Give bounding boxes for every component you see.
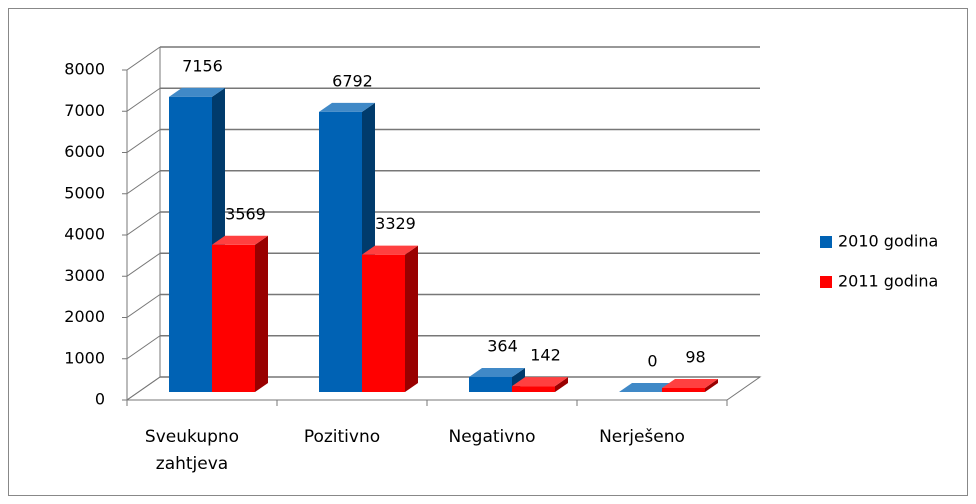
bar-front bbox=[169, 96, 212, 392]
bar-top bbox=[619, 383, 675, 392]
bar-front bbox=[212, 244, 255, 392]
value-label: 3329 bbox=[375, 214, 416, 233]
value-label: 364 bbox=[487, 336, 518, 355]
grid-side bbox=[126, 376, 161, 401]
y-tick-label: 4000 bbox=[64, 225, 105, 244]
grid-side bbox=[126, 335, 161, 360]
value-label: 142 bbox=[530, 346, 561, 365]
legend-label: 2010 godina bbox=[838, 232, 938, 251]
bar-top bbox=[169, 87, 225, 97]
bar-front bbox=[662, 387, 705, 392]
y-tick-label: 0 bbox=[95, 390, 105, 409]
legend-label: 2011 godina bbox=[838, 272, 938, 291]
y-tick-label: 3000 bbox=[64, 266, 105, 285]
y-tick-label: 6000 bbox=[64, 142, 105, 161]
x-tick-label: Nerješeno bbox=[599, 427, 685, 447]
bar-side bbox=[555, 377, 568, 392]
bar-top bbox=[662, 378, 718, 388]
y-tick-label: 7000 bbox=[64, 101, 105, 120]
value-label: 6792 bbox=[332, 71, 373, 90]
bar-side bbox=[705, 378, 718, 392]
grid-side bbox=[126, 87, 161, 112]
grid-side bbox=[126, 211, 161, 236]
x-tick-label: Sveukupno zahtjeva bbox=[144, 427, 240, 474]
grid-side bbox=[126, 252, 161, 277]
grid-side bbox=[126, 170, 161, 195]
x-tick-label: Pozitivno bbox=[303, 427, 381, 447]
value-label: 0 bbox=[647, 352, 657, 371]
y-tick-label: 5000 bbox=[64, 183, 105, 202]
grid-side bbox=[126, 294, 161, 318]
bar-top bbox=[469, 367, 525, 377]
bar-front bbox=[469, 376, 512, 392]
bar-side bbox=[255, 235, 268, 392]
value-label: 7156 bbox=[182, 56, 223, 75]
bar-top bbox=[362, 245, 418, 255]
y-tick-label: 2000 bbox=[64, 307, 105, 326]
bar-top bbox=[319, 102, 375, 112]
bar-top bbox=[512, 377, 568, 387]
x-tick-label: Negativno bbox=[448, 427, 536, 447]
bar-side bbox=[405, 245, 418, 392]
value-label: 3569 bbox=[225, 204, 266, 223]
y-tick-label: 1000 bbox=[64, 348, 105, 367]
bar-front bbox=[362, 254, 405, 392]
grid-side bbox=[126, 129, 161, 153]
bar-front bbox=[512, 386, 555, 392]
grid-side bbox=[126, 46, 161, 71]
bar-front bbox=[319, 111, 362, 392]
value-label: 98 bbox=[685, 347, 705, 366]
y-tick-label: 8000 bbox=[64, 60, 105, 79]
legend-swatch bbox=[820, 276, 832, 288]
bar-top bbox=[212, 235, 268, 245]
legend-swatch bbox=[820, 236, 832, 248]
